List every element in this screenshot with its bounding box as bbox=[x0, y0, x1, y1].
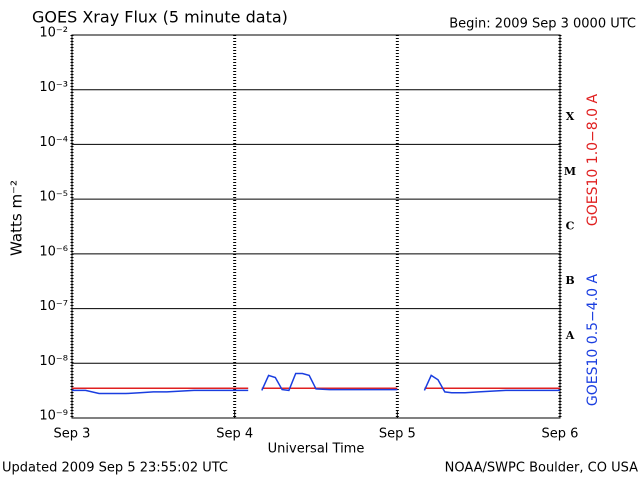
chart-title: GOES Xray Flux (5 minute data) bbox=[32, 8, 288, 27]
flare-class-label: M bbox=[564, 165, 576, 178]
y-tick-label: 10⁻⁴ bbox=[39, 135, 68, 150]
flare-class-label: B bbox=[565, 274, 574, 287]
flare-class-label: A bbox=[565, 329, 575, 342]
y-axis-label: Watts m⁻² bbox=[8, 180, 26, 256]
flare-class-label: X bbox=[566, 110, 575, 123]
y-tick-label: 10⁻² bbox=[39, 26, 68, 41]
series-line bbox=[72, 372, 560, 395]
chart-subtitle: Begin: 2009 Sep 3 0000 UTC bbox=[449, 17, 636, 32]
y-tick-label: 10⁻⁷ bbox=[39, 299, 68, 314]
y-tick-label: 10⁻⁵ bbox=[39, 190, 68, 205]
x-tick-label: Sep 6 bbox=[542, 427, 579, 442]
y-tick-label: 10⁻³ bbox=[39, 80, 68, 95]
y-tick-label: 10⁻⁶ bbox=[39, 244, 68, 259]
x-axis-label: Universal Time bbox=[268, 442, 365, 457]
x-tick-label: Sep 3 bbox=[54, 427, 91, 442]
x-tick-label: Sep 4 bbox=[216, 427, 253, 442]
x-tick-label: Sep 5 bbox=[379, 427, 416, 442]
legend-entry: GOES10 1.0−8.0 A bbox=[585, 94, 601, 227]
flare-class-label: C bbox=[566, 220, 575, 233]
y-tick-label: 10⁻⁸ bbox=[39, 354, 68, 369]
footer-left: Updated 2009 Sep 5 23:55:02 UTC bbox=[2, 461, 228, 476]
footer-right: NOAA/SWPC Boulder, CO USA bbox=[445, 461, 638, 476]
y-tick-label: 10⁻⁹ bbox=[39, 409, 68, 424]
legend-entry: GOES10 0.5−4.0 A bbox=[585, 274, 601, 407]
